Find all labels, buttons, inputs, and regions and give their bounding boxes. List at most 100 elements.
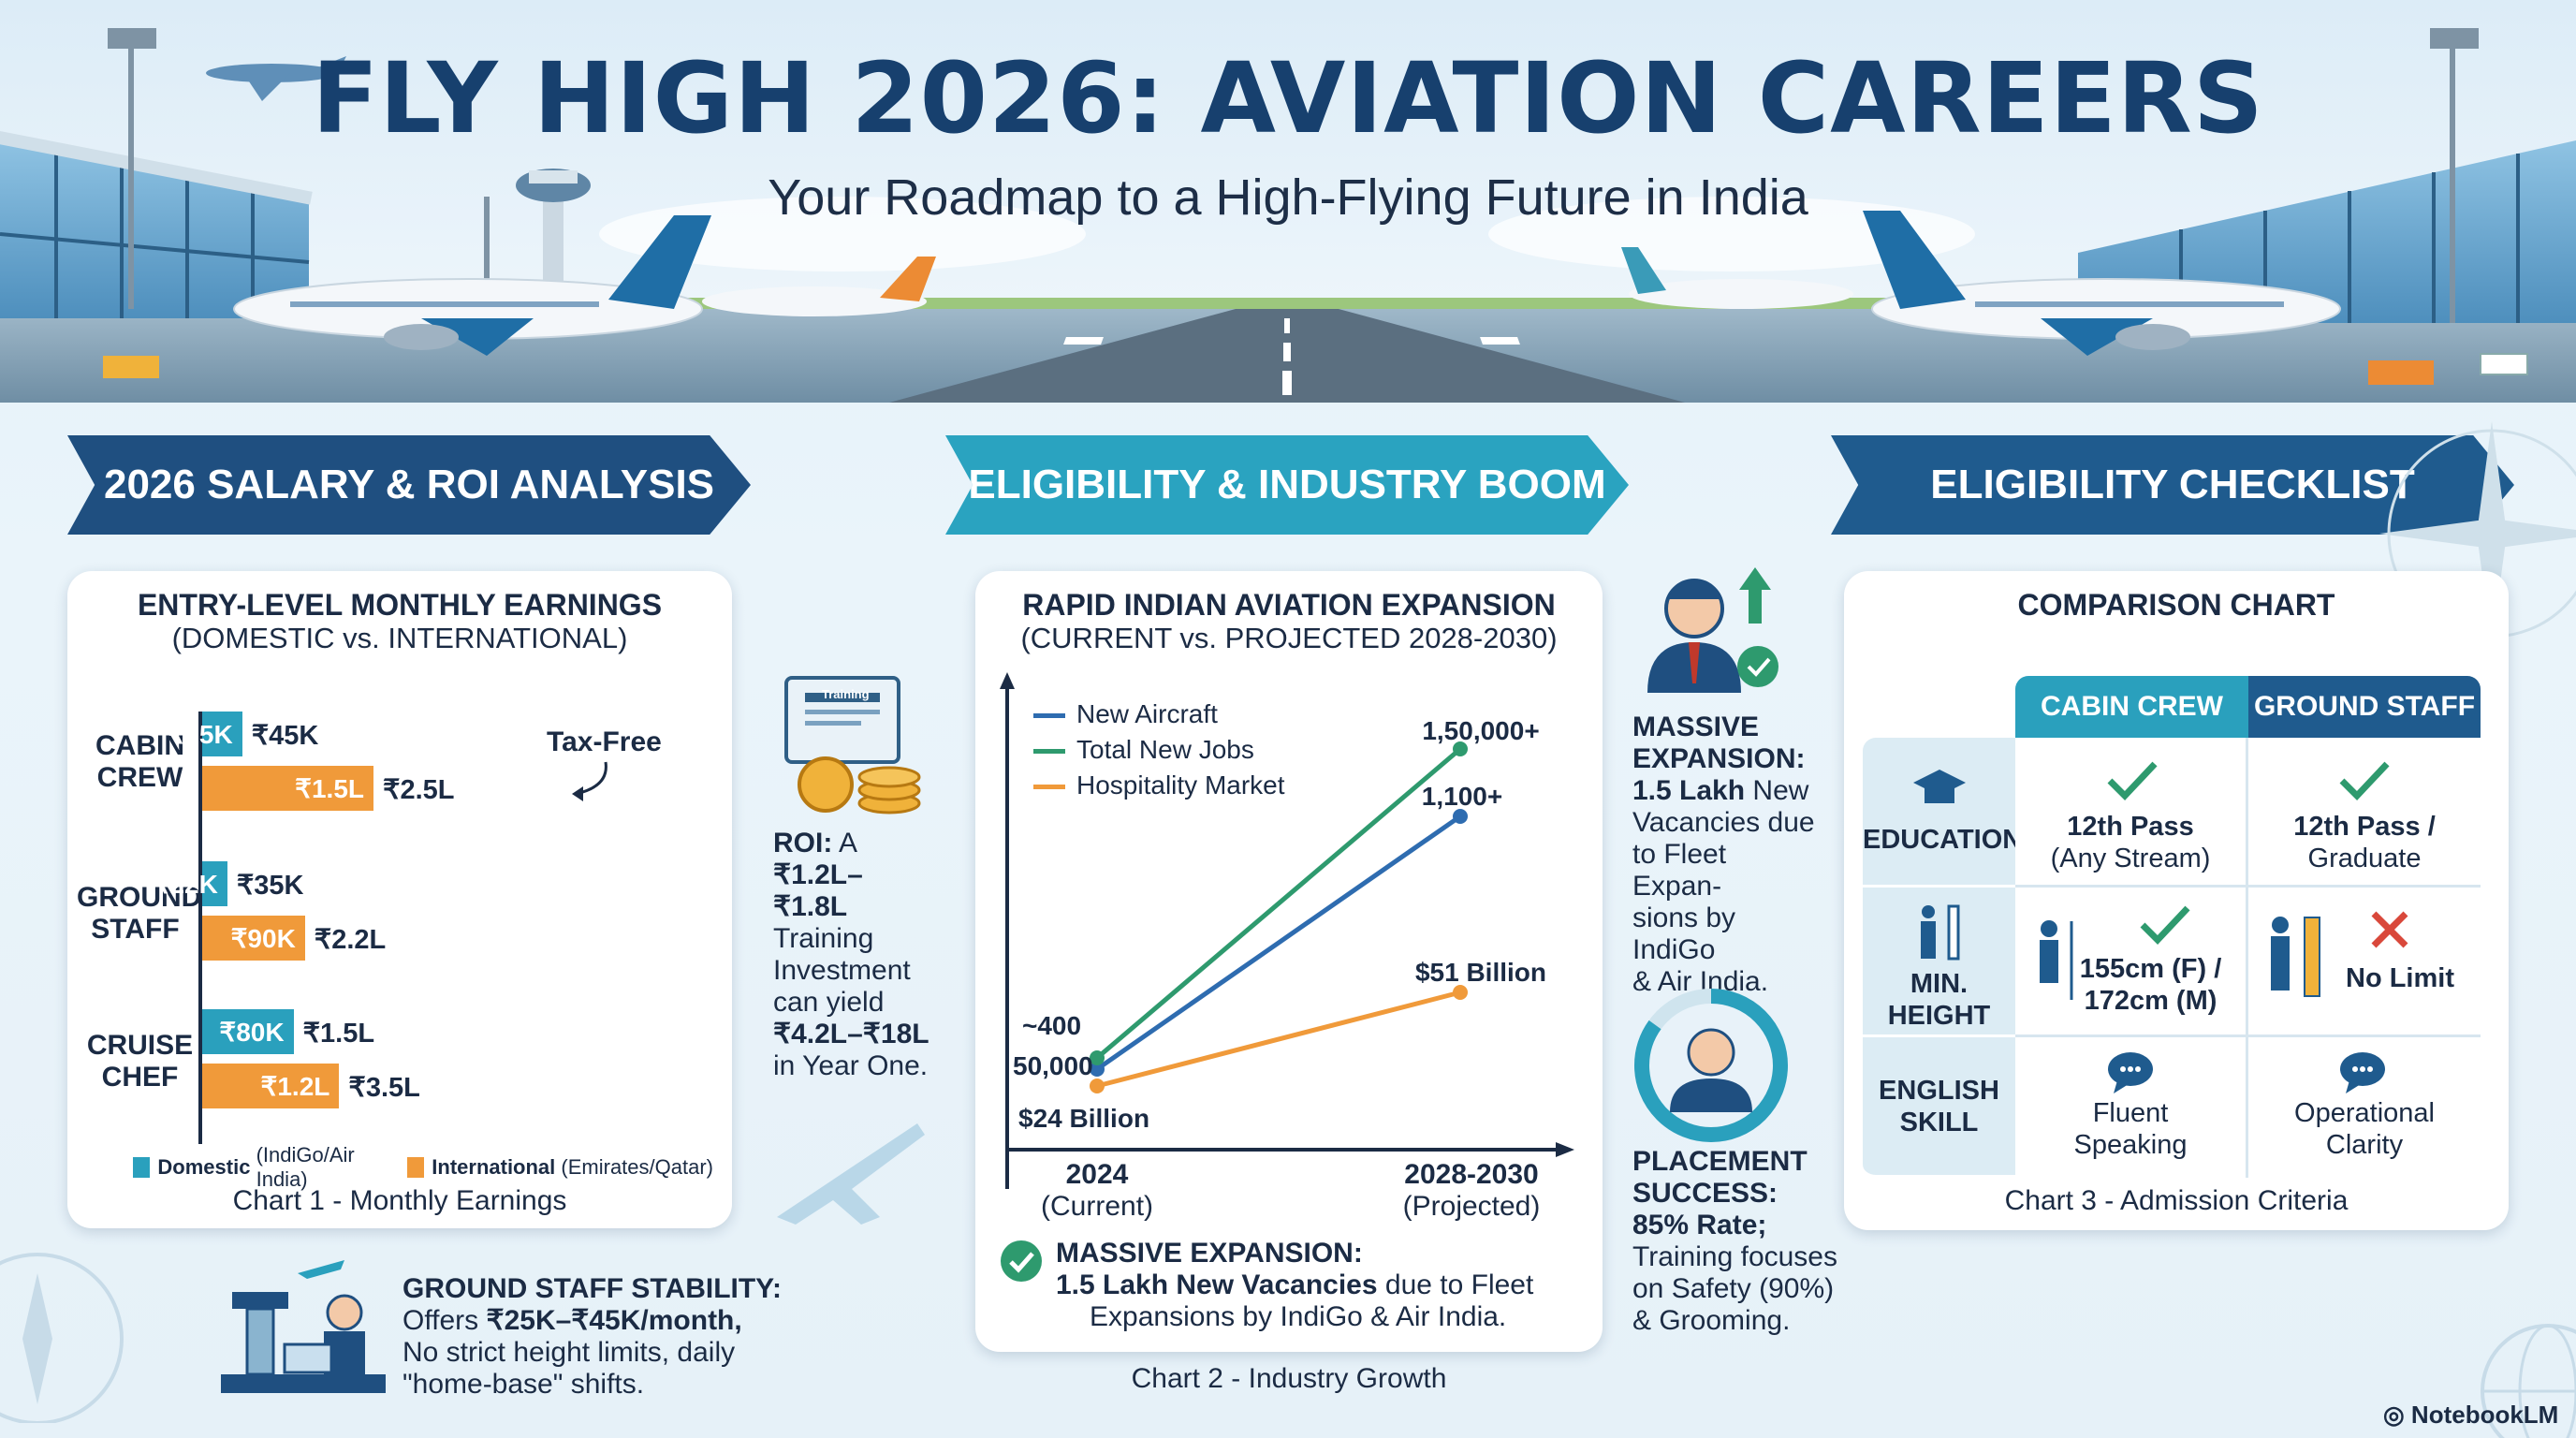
legend-domestic-detail: (IndiGo/Air India) [256,1143,355,1191]
bar-max-label: ₹3.5L [348,1073,420,1103]
tax-free-label: Tax-Free [547,726,662,757]
compass-icon [0,1253,124,1423]
control-tower-staff-icon [221,1260,386,1393]
chart2-subtitle: (CURRENT vs. PROJECTED 2028-2030) [1020,622,1558,654]
cell-cabin-english: Fluent Speaking [2015,1037,2248,1178]
ground-staff-note: GROUND STAFF STABILITY: Offers ₹25K–₹45K… [402,1273,782,1400]
chart1-title: ENTRY-LEVEL MONTHLY EARNINGS [137,588,663,622]
category-label: GROUND STAFF [77,882,202,945]
x-tick-label: 2028-2030 (Projected) [1402,1159,1541,1222]
bar-max-label: ₹1.5L [302,1019,375,1049]
check-icon [2339,761,2390,801]
bar-domestic: ₹35K [168,712,242,756]
section-ribbon-salary: 2026 SALARY & ROI ANALYSIS [67,435,751,535]
roi-label: ROI: [773,828,833,858]
legend-item: New Aircraft [1033,697,1285,732]
chart3-card: COMPARISON CHART CABIN CREW GROUND STAFF… [1844,571,2509,1230]
data-point [1453,985,1468,1000]
row-label-min-height: MIN. HEIGHT [1863,888,2015,1037]
hero-banner: FLY HIGH 2026: AVIATION CAREERS Your Roa… [0,0,2576,403]
chart2-card: RAPID INDIAN AVIATION EXPANSION (CURRENT… [975,571,1603,1352]
brand-footer: ◎ NotebookLM [2383,1401,2558,1430]
section-ribbon-boom: ELIGIBILITY & INDUSTRY BOOM [945,435,1629,535]
massive-expansion-note: MASSIVE EXPANSION: 1.5 Lakh New Vacancie… [1632,712,1815,997]
chart2-caption: Chart 2 - Industry Growth [1131,1363,1447,1394]
data-point [1090,1050,1105,1065]
chart2-note: MASSIVE EXPANSION: 1.5 Lakh New Vacancie… [1056,1238,1534,1332]
graduation-cap-icon [1913,770,1966,803]
chart3-caption: Chart 3 - Admission Criteria [2004,1185,2349,1216]
cell-ground-education: 12th Pass / Graduate [2248,738,2481,888]
chart1-axis [198,712,202,1144]
category-label: CABIN CREW [95,730,184,793]
data-label: 1,100+ [1422,782,1502,811]
data-point [1453,741,1468,756]
person-icon [2040,920,2073,1000]
speech-bubble-icon [2340,1052,2385,1093]
page-title: FLY HIGH 2026: AVIATION CAREERS [312,41,2264,155]
check-circle-icon [1001,1240,1042,1282]
bar-domestic: ₹80K [202,1009,294,1054]
section-ribbon-label: ELIGIBILITY CHECKLIST [1930,462,2415,507]
person-ruler-icon [2271,917,2320,997]
series-line [1095,747,1462,1060]
tax-free-note: Tax-Free [547,726,662,758]
legend-international: International [432,1155,556,1179]
chart2-legend: New Aircraft Total New Jobs Hospitality … [1033,697,1285,803]
cell-ground-english: Operational Clarity [2248,1037,2481,1178]
chart1-caption: Chart 1 - Monthly Earnings [232,1185,567,1216]
data-label: ~400 [1022,1011,1081,1040]
data-label: 50,000 [1013,1051,1093,1080]
row-label-education: EDUCATION [1863,738,2022,888]
speech-bubble-icon [2108,1052,2153,1093]
roi-block: Training ROI: A ₹1.2L–₹1.8L Training Inv… [768,672,929,1081]
check-icon [2140,905,2190,946]
data-label: $24 Billion [1018,1104,1149,1133]
certificate-badge: Training [822,687,870,701]
data-point [1453,809,1468,824]
bar-international: ₹90K [202,916,305,961]
cell-cabin-height: 155cm (F) / 172cm (M) [2015,888,2248,1037]
legend-item: Hospitality Market [1033,768,1285,803]
notebooklm-logo-icon: ◎ [2383,1401,2405,1429]
bar-max-label: ₹2.5L [383,775,455,805]
legend: Domestic (IndiGo/Air India) Internationa… [133,1143,713,1191]
legend-item: Total New Jobs [1033,732,1285,768]
chart1-card: ENTRY-LEVEL MONTHLY EARNINGS (DOMESTIC v… [67,571,732,1228]
column-header-cabin-crew: CABIN CREW [2015,676,2248,738]
globe-icon [2481,1324,2576,1438]
chart2-title: RAPID INDIAN AVIATION EXPANSION [1022,588,1556,622]
ground-staff-title: GROUND STAFF STABILITY: [402,1273,782,1304]
roi-text: ROI: A ₹1.2L–₹1.8L Training Investment c… [773,828,929,1081]
airport-illustration [0,0,2576,403]
section-ribbon-label: ELIGIBILITY & INDUSTRY BOOM [968,462,1606,507]
series-line [1095,814,1462,1072]
data-label: $51 Billion [1415,958,1546,987]
legend-domestic: Domestic [157,1155,251,1179]
x-tick-label: 2024 (Current) [1041,1159,1154,1222]
business-person-growth-icon [1647,567,1778,693]
placement-success-note: PLACEMENT SUCCESS: 85% Rate; Training fo… [1632,1146,1837,1336]
bar-international: ₹1.2L [202,1064,340,1108]
bar-international: ₹1.5L [202,766,373,811]
curved-arrow-icon [572,761,607,801]
cross-icon [2371,911,2408,948]
check-icon [2107,761,2158,801]
brand-label: NotebookLM [2410,1401,2559,1429]
data-point [1090,1062,1105,1077]
legend-swatch-international [406,1157,425,1178]
certificate-coins-icon [784,676,921,814]
data-label: 1,50,000+ [1422,716,1539,745]
bar-max-label: ₹45K [251,721,319,751]
cell-ground-height: No Limit [2248,888,2481,1037]
series-line [1096,990,1461,1089]
chart1-subtitle: (DOMESTIC vs. INTERNATIONAL) [171,622,628,654]
section-ribbon-label: 2026 SALARY & ROI ANALYSIS [103,462,715,507]
plane-silhouette-icon [777,1123,925,1225]
cell-cabin-education: 12th Pass (Any Stream) [2015,738,2248,888]
bar-domestic: ₹22K [154,861,227,906]
data-point [1090,1078,1105,1093]
legend-international-detail: (Emirates/Qatar) [561,1155,713,1179]
bar-max-label: ₹35K [236,871,304,901]
